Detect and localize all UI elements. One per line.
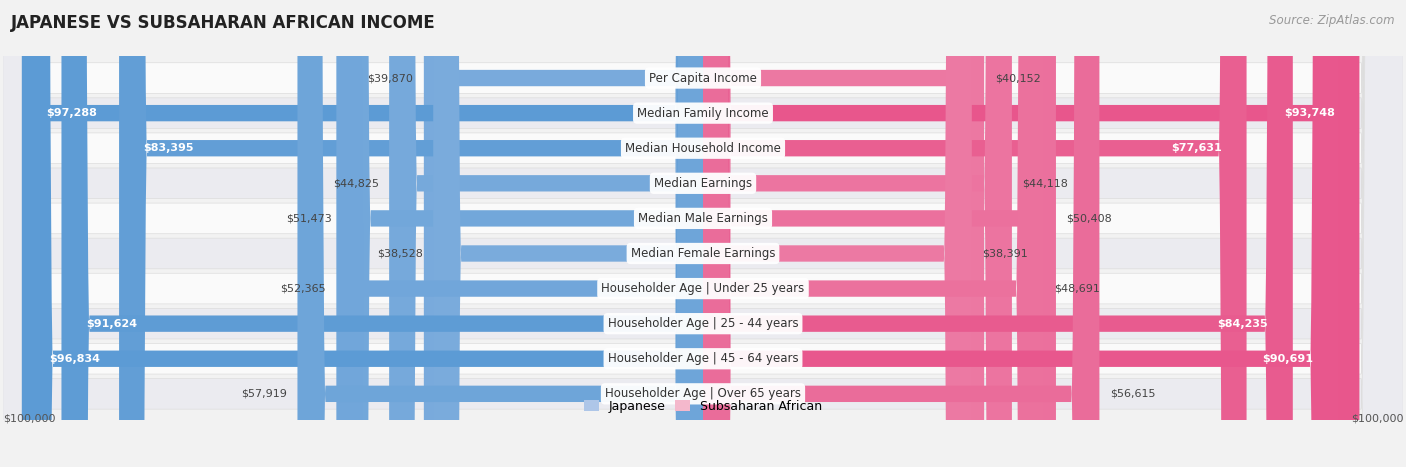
FancyBboxPatch shape (3, 0, 1403, 467)
FancyBboxPatch shape (423, 0, 703, 467)
FancyBboxPatch shape (433, 0, 703, 467)
FancyBboxPatch shape (22, 0, 703, 467)
Text: $84,235: $84,235 (1218, 318, 1268, 329)
Text: Median Family Income: Median Family Income (637, 106, 769, 120)
Text: $91,624: $91,624 (86, 318, 138, 329)
FancyBboxPatch shape (3, 0, 1403, 467)
FancyBboxPatch shape (25, 0, 703, 467)
Text: $38,528: $38,528 (377, 248, 423, 258)
Text: Median Household Income: Median Household Income (626, 142, 780, 155)
FancyBboxPatch shape (703, 0, 1056, 467)
Text: Median Female Earnings: Median Female Earnings (631, 247, 775, 260)
Text: $48,691: $48,691 (1054, 283, 1101, 294)
Text: $83,395: $83,395 (143, 143, 194, 153)
Text: $77,631: $77,631 (1171, 143, 1222, 153)
Text: $90,691: $90,691 (1263, 354, 1313, 364)
Text: $57,919: $57,919 (240, 389, 287, 399)
FancyBboxPatch shape (703, 0, 1247, 467)
FancyBboxPatch shape (62, 0, 703, 467)
FancyBboxPatch shape (389, 0, 703, 467)
FancyBboxPatch shape (703, 0, 1043, 467)
FancyBboxPatch shape (703, 0, 1012, 467)
FancyBboxPatch shape (703, 0, 972, 467)
Text: $93,748: $93,748 (1284, 108, 1334, 118)
Text: $100,000: $100,000 (3, 414, 55, 424)
Text: Householder Age | 25 - 44 years: Householder Age | 25 - 44 years (607, 317, 799, 330)
FancyBboxPatch shape (3, 0, 1403, 467)
Text: JAPANESE VS SUBSAHARAN AFRICAN INCOME: JAPANESE VS SUBSAHARAN AFRICAN INCOME (11, 14, 436, 32)
FancyBboxPatch shape (3, 0, 1403, 467)
Text: Source: ZipAtlas.com: Source: ZipAtlas.com (1270, 14, 1395, 27)
FancyBboxPatch shape (3, 0, 1403, 467)
Text: Per Capita Income: Per Capita Income (650, 71, 756, 85)
FancyBboxPatch shape (120, 0, 703, 467)
Text: Householder Age | Under 25 years: Householder Age | Under 25 years (602, 282, 804, 295)
Text: $50,408: $50,408 (1067, 213, 1112, 223)
Text: $44,118: $44,118 (1022, 178, 1069, 188)
Text: $40,152: $40,152 (994, 73, 1040, 83)
Text: $97,288: $97,288 (46, 108, 97, 118)
Text: Householder Age | 45 - 64 years: Householder Age | 45 - 64 years (607, 352, 799, 365)
Text: $52,365: $52,365 (280, 283, 326, 294)
Text: Median Earnings: Median Earnings (654, 177, 752, 190)
FancyBboxPatch shape (298, 0, 703, 467)
FancyBboxPatch shape (3, 0, 1403, 467)
Text: Median Male Earnings: Median Male Earnings (638, 212, 768, 225)
FancyBboxPatch shape (3, 0, 1403, 467)
FancyBboxPatch shape (3, 0, 1403, 467)
FancyBboxPatch shape (703, 0, 1360, 467)
Text: $100,000: $100,000 (1351, 414, 1403, 424)
FancyBboxPatch shape (3, 0, 1403, 467)
Text: $44,825: $44,825 (333, 178, 378, 188)
FancyBboxPatch shape (703, 0, 1339, 467)
Text: $56,615: $56,615 (1109, 389, 1156, 399)
FancyBboxPatch shape (3, 0, 1403, 467)
Legend: Japanese, Subsaharan African: Japanese, Subsaharan African (578, 395, 828, 417)
Text: $51,473: $51,473 (287, 213, 332, 223)
Text: Householder Age | Over 65 years: Householder Age | Over 65 years (605, 387, 801, 400)
FancyBboxPatch shape (343, 0, 703, 467)
FancyBboxPatch shape (703, 0, 1292, 467)
FancyBboxPatch shape (336, 0, 703, 467)
FancyBboxPatch shape (703, 0, 1099, 467)
Text: $39,870: $39,870 (367, 73, 413, 83)
FancyBboxPatch shape (703, 0, 984, 467)
Text: $38,391: $38,391 (983, 248, 1028, 258)
Text: $96,834: $96,834 (49, 354, 100, 364)
